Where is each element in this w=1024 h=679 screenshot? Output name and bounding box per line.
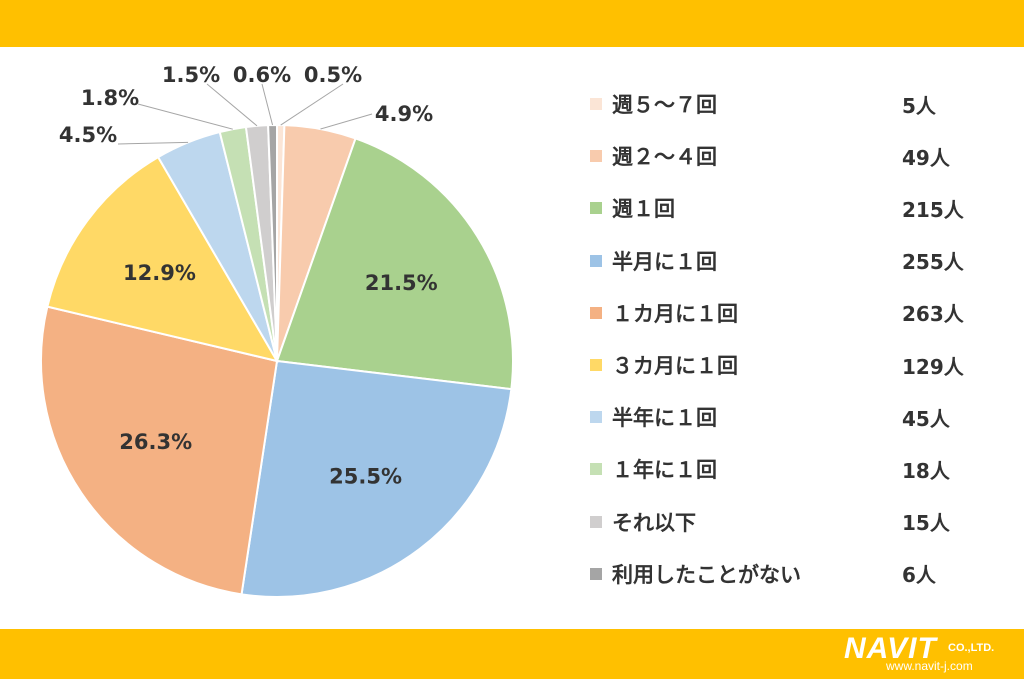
slice-data-label: 4.9% (375, 102, 433, 126)
legend-item: 週５～７回 5人 (590, 89, 1000, 119)
legend-item: １カ月に１回 263人 (590, 298, 1000, 328)
slice-data-label: 0.5% (304, 63, 362, 87)
legend-label: 週５～７回 (612, 93, 717, 117)
legend-label: ３カ月に１回 (612, 354, 738, 378)
legend-count: 18人 (902, 458, 950, 483)
legend-count: 129人 (902, 354, 964, 379)
pie-slice (46, 155, 280, 363)
slice-data-label: 25.5% (329, 464, 402, 488)
pie-slice (267, 123, 278, 362)
slice-data-label: 1.8% (81, 86, 139, 110)
slice-data-label: 21.5% (365, 271, 438, 295)
legend-item: ３カ月に１回 129人 (590, 350, 1000, 380)
company-logo: NAVIT CO.,LTD. www.navit-j.com (844, 632, 1014, 676)
pie-chart: 0.5% 4.9% 21.5% 25.5% 26.3% 12.9% 4.5% 1.8% 1.5%… (40, 63, 514, 598)
legend-count: 6人 (902, 563, 936, 588)
legend-count: 255人 (902, 250, 964, 275)
legend-label: それ以下 (612, 510, 696, 535)
legend-item: 半月に１回 255人 (590, 246, 1000, 276)
legend-count: 263人 (902, 302, 964, 327)
slice-data-label: 4.5% (59, 123, 117, 147)
legend-count: 15人 (902, 511, 950, 536)
top-banner (0, 0, 1024, 47)
legend-count: 215人 (902, 197, 964, 222)
legend-label: 半年に１回 (612, 406, 717, 431)
legend-item: 利用したことがない 6人 (590, 559, 1000, 589)
legend-swatch (590, 411, 602, 424)
legend-count: 49人 (902, 145, 950, 170)
legend-label: 週２～４回 (612, 145, 717, 170)
legend-label: １カ月に１回 (612, 301, 738, 326)
legend-count: 45人 (902, 406, 950, 431)
leader-line (280, 83, 344, 126)
legend-label: １年に１回 (612, 458, 717, 483)
slice-data-label: 1.5% (162, 63, 220, 87)
legend-item: １年に１回 18人 (590, 454, 1000, 484)
logo-suffix: CO.,LTD. (948, 642, 995, 654)
legend-swatch (590, 306, 602, 319)
leader-line (320, 113, 373, 130)
leader-line (261, 83, 274, 126)
legend-item: それ以下 15人 (590, 507, 1000, 537)
legend-swatch (590, 567, 602, 580)
pie-slice (240, 359, 513, 598)
legend-swatch (590, 150, 602, 163)
leader-line (137, 103, 233, 130)
legend-swatch (590, 254, 602, 267)
logo-url: www.navit-j.com (886, 659, 973, 673)
legend-count: 5人 (902, 93, 936, 118)
legend-swatch (590, 463, 602, 476)
slice-data-label: 12.9% (123, 261, 196, 285)
slice-data-label: 26.3% (119, 430, 192, 454)
leader-line (206, 83, 258, 127)
pie-slice (40, 305, 279, 596)
legend-swatch (590, 202, 602, 215)
legend-swatch (590, 359, 602, 371)
pie-slice (275, 137, 514, 391)
slice-data-label: 0.6% (233, 63, 291, 87)
legend-swatch (590, 515, 602, 528)
legend-item: 半年に１回 45人 (590, 402, 1000, 432)
logo-text: NAVIT (844, 632, 937, 665)
legend-item: 週２～４回 49人 (590, 141, 1000, 171)
legend-label: 半月に１回 (612, 249, 717, 274)
legend-swatch (590, 98, 602, 110)
legend-item: 週１回 215人 (590, 193, 1000, 223)
legend-label: 週１回 (612, 197, 675, 222)
bottom-banner (0, 629, 1024, 679)
legend-label: 利用したことがない (612, 562, 801, 587)
leader-line (117, 141, 189, 145)
